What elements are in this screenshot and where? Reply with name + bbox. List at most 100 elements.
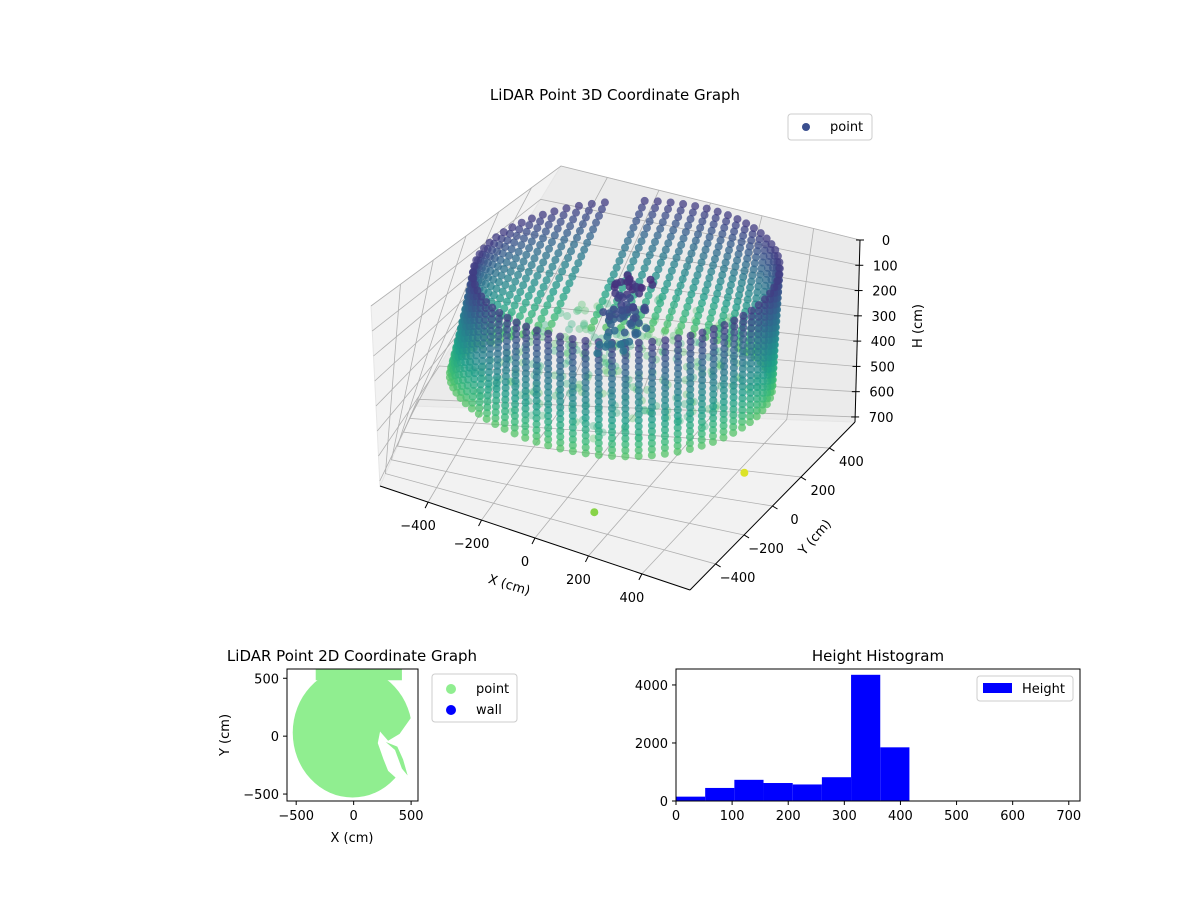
point-marker xyxy=(621,428,630,437)
point-marker xyxy=(755,276,764,285)
point-marker xyxy=(661,384,670,393)
point-marker xyxy=(511,382,520,391)
point-marker xyxy=(556,344,565,353)
point-marker xyxy=(470,369,479,378)
point-marker xyxy=(705,233,714,242)
point-marker xyxy=(583,238,592,247)
point-cloud xyxy=(292,669,418,798)
point-marker xyxy=(532,338,541,347)
point-marker xyxy=(521,381,530,390)
point-marker xyxy=(723,293,732,302)
point-marker xyxy=(634,404,643,413)
point-region xyxy=(292,669,413,798)
point-marker xyxy=(608,404,617,413)
point-marker xyxy=(556,444,565,453)
point-marker xyxy=(648,361,657,370)
point-marker xyxy=(516,287,525,296)
point-marker xyxy=(685,433,694,442)
point-marker xyxy=(594,367,603,376)
point-marker xyxy=(660,431,669,440)
point-marker xyxy=(510,301,519,310)
point-marker xyxy=(746,371,755,380)
point-marker xyxy=(709,348,718,357)
point-marker xyxy=(477,368,486,377)
point-marker xyxy=(594,433,603,442)
point-marker xyxy=(567,247,576,256)
histogram-bar xyxy=(734,779,764,801)
point-marker xyxy=(493,349,502,358)
point-marker xyxy=(729,405,738,414)
point-marker xyxy=(512,324,521,333)
point-marker xyxy=(464,375,473,384)
point-marker xyxy=(468,398,477,407)
point-marker xyxy=(753,359,762,368)
point-marker xyxy=(581,401,590,410)
point-marker xyxy=(482,298,491,307)
point-marker xyxy=(645,251,654,260)
x-tick-label: −400 xyxy=(400,519,436,534)
point-marker xyxy=(758,400,767,409)
point-marker xyxy=(563,228,572,237)
point-marker xyxy=(486,338,495,347)
point-marker xyxy=(760,312,769,321)
grid-line-y xyxy=(385,284,716,565)
point-marker xyxy=(761,240,770,249)
point-marker xyxy=(607,368,616,377)
point-marker xyxy=(707,267,716,276)
point-marker xyxy=(511,400,520,409)
point-marker xyxy=(483,391,492,400)
point-marker xyxy=(697,417,706,426)
point-marker xyxy=(522,250,531,259)
point-marker xyxy=(584,206,593,215)
point-marker xyxy=(754,241,763,250)
point-marker xyxy=(709,408,718,417)
point-marker xyxy=(532,420,541,429)
point-marker xyxy=(686,331,695,340)
point-marker xyxy=(544,400,553,409)
point-marker xyxy=(484,385,493,394)
point-marker xyxy=(580,245,589,254)
point-marker xyxy=(601,366,610,375)
point-marker xyxy=(469,274,478,283)
point-marker xyxy=(651,312,660,321)
point-marker xyxy=(463,381,472,390)
point-marker xyxy=(565,325,574,334)
point-marker xyxy=(503,319,512,328)
point-marker xyxy=(686,379,695,388)
point-marker xyxy=(614,293,623,302)
point-marker xyxy=(680,268,689,277)
point-marker xyxy=(676,206,685,215)
point-marker xyxy=(631,330,640,339)
x-tick-label: 0 xyxy=(350,809,358,824)
point-marker xyxy=(729,399,738,408)
point-marker xyxy=(501,383,510,392)
point-marker xyxy=(565,279,574,288)
point-marker xyxy=(532,332,541,341)
point-marker xyxy=(770,283,779,292)
point-marker xyxy=(473,339,482,348)
x-tick-mark xyxy=(478,519,482,527)
point-marker xyxy=(469,386,478,395)
point-marker xyxy=(527,237,536,246)
point-marker xyxy=(709,426,718,435)
point-marker xyxy=(690,324,699,333)
point-marker xyxy=(469,380,478,389)
point-marker xyxy=(525,244,534,253)
point-marker xyxy=(720,362,729,371)
point-marker xyxy=(640,264,649,273)
point-marker xyxy=(568,411,577,420)
point-marker xyxy=(519,234,528,243)
point-marker xyxy=(634,380,643,389)
point-marker xyxy=(709,384,718,393)
histogram-bar xyxy=(763,783,793,801)
point-marker xyxy=(513,294,522,303)
point-marker xyxy=(648,397,657,406)
point-marker xyxy=(634,356,643,365)
point-marker xyxy=(653,305,662,314)
histogram-bar xyxy=(880,747,910,801)
point-marker xyxy=(686,215,695,224)
point-marker xyxy=(521,398,530,407)
point-marker xyxy=(568,272,577,281)
point-marker xyxy=(660,437,669,446)
x-tick-mark xyxy=(585,555,589,563)
